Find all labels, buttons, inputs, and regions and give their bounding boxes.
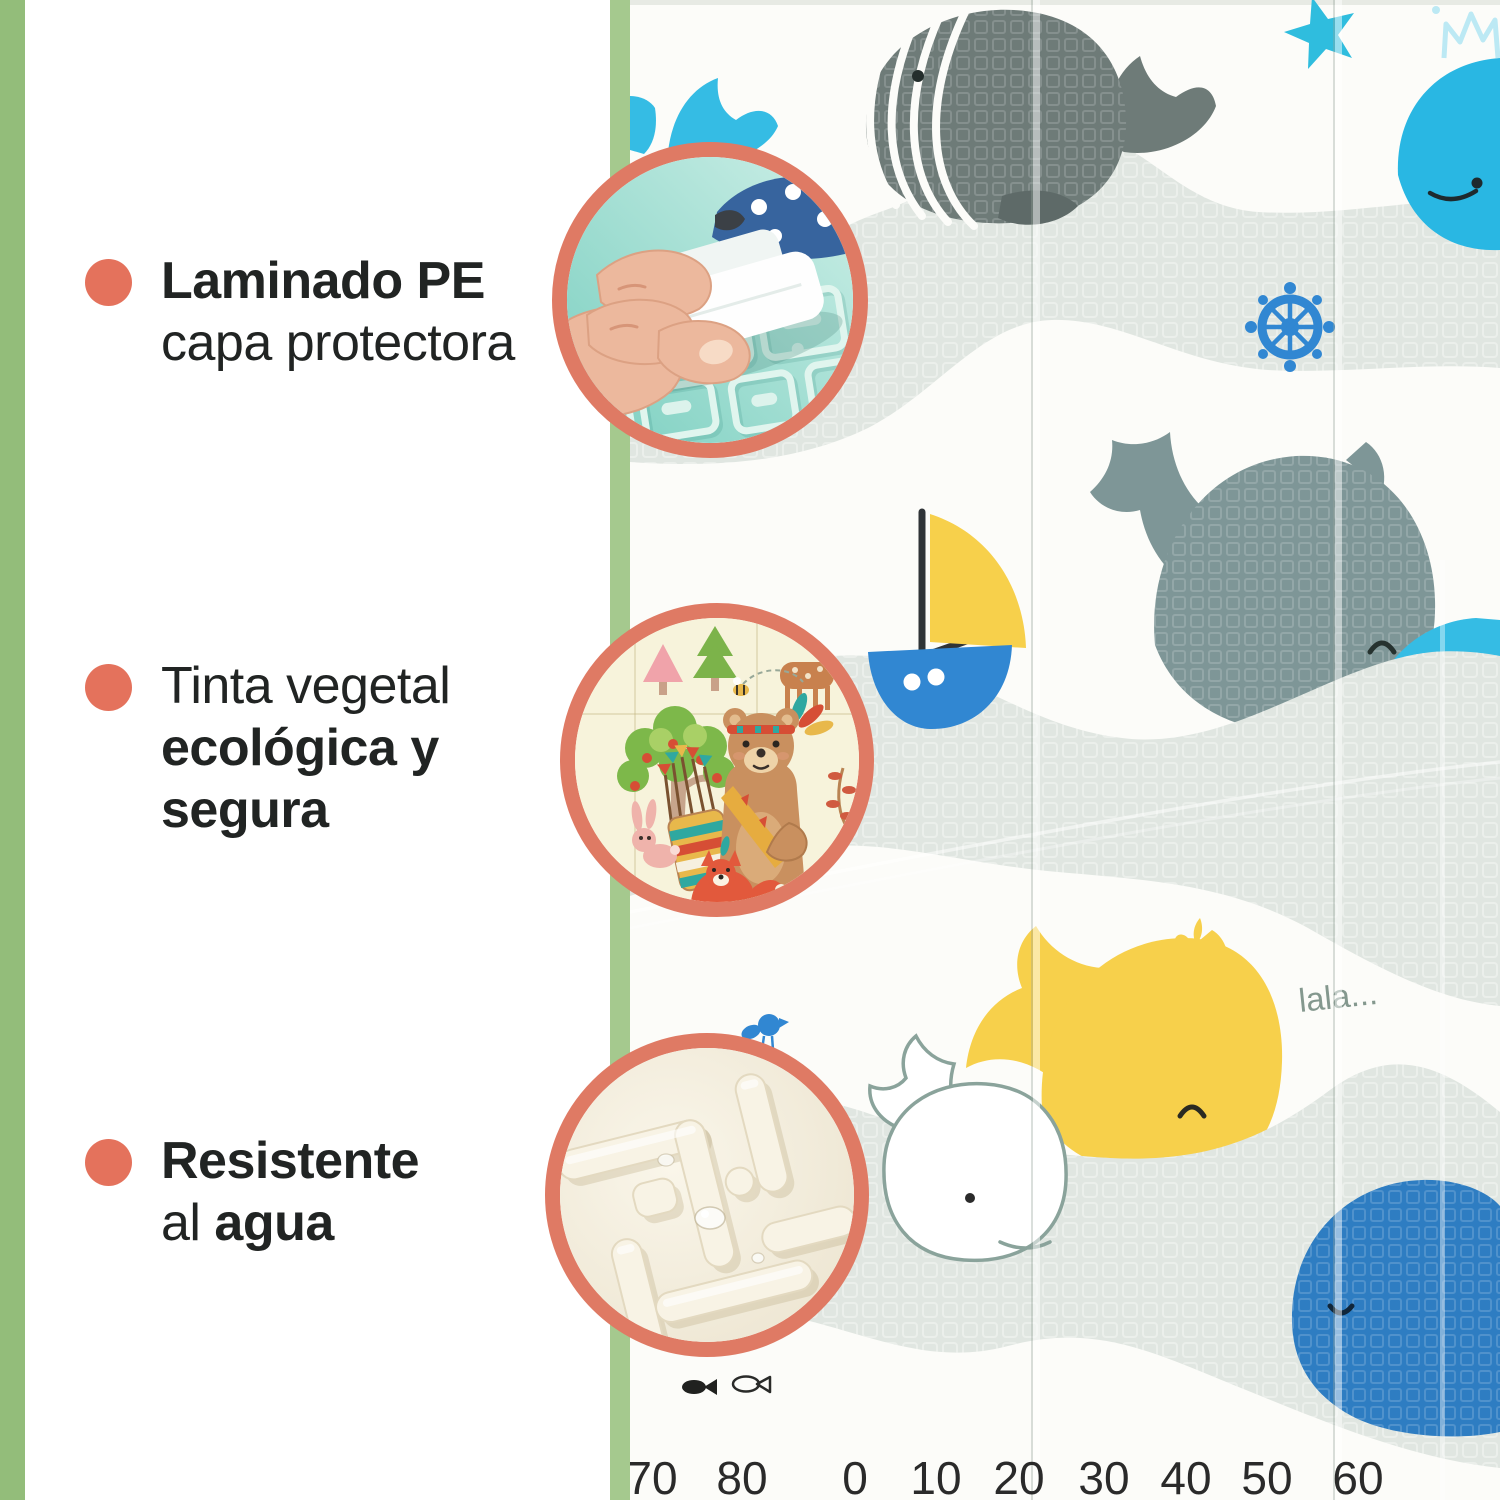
- feature-text: Resistente al agua: [161, 1132, 420, 1252]
- red-leaf-branch: [826, 767, 856, 825]
- ruler-number: 70: [630, 1452, 678, 1500]
- blue-whale: [1291, 1179, 1500, 1437]
- callout-resistente-agua: [545, 1033, 869, 1357]
- pine-tree: [693, 626, 737, 691]
- waterproof-texture-photo: [560, 1048, 854, 1342]
- sail: [930, 514, 1026, 648]
- thumbnail: [699, 339, 733, 365]
- whale-mouth: [1427, 188, 1479, 202]
- whale-eye: [1471, 177, 1483, 189]
- mat-fold-seams: [1031, 0, 1445, 1500]
- ruler-scale: 70 80 0 10 20 30 40 50 60: [626, 1452, 1383, 1500]
- features-panel: Laminado PE capa protectora Tinta vegetal…: [0, 0, 610, 1500]
- blue-whale-tail: [630, 78, 778, 163]
- hull: [868, 645, 1012, 730]
- white-whale: [868, 1033, 1068, 1263]
- fish-pair-icon: [682, 1375, 772, 1395]
- bullet-dot-icon: [85, 259, 132, 306]
- whale-eye: [965, 1193, 975, 1203]
- sailboat: [868, 508, 1026, 730]
- forest-pattern-photo: [575, 618, 859, 902]
- whale-rib-lines: [866, 6, 978, 230]
- ruler-number: 0: [842, 1452, 868, 1500]
- hand: [567, 249, 751, 418]
- feature-resistente-agua: Resistente al agua: [85, 1130, 420, 1254]
- left-green-stripe: [0, 0, 25, 1500]
- bullet-dot-icon: [85, 1139, 132, 1186]
- rabbit: [631, 799, 680, 868]
- laminate-closeup-photo: [567, 157, 853, 443]
- tribal-bear: [717, 692, 834, 902]
- ruler-number: 80: [716, 1452, 767, 1500]
- whale-eye: [1367, 640, 1397, 655]
- whale-eye: [912, 70, 924, 82]
- callout-tinta-vegetal: [560, 603, 874, 917]
- crowned-whale: [1397, 6, 1500, 251]
- ship-wheel-icon: [1245, 282, 1335, 372]
- feature-text: Tinta vegetal ecológica y segura: [161, 657, 451, 839]
- fox: [691, 836, 787, 902]
- feature-laminado-pe: Laminado PE capa protectora: [85, 250, 515, 374]
- feature-text: Laminado PE capa protectora: [161, 252, 515, 372]
- ruler-number: 50: [1241, 1452, 1292, 1500]
- ruler-number: 20: [993, 1452, 1044, 1500]
- whale-eye: [1177, 1104, 1207, 1119]
- water-droplets: [657, 1153, 765, 1264]
- ruler-number: 60: [1332, 1452, 1383, 1500]
- ruler-number: 10: [910, 1452, 961, 1500]
- slate-whale: [1090, 432, 1454, 733]
- whale-fin: [998, 1240, 1052, 1250]
- pink-tree: [643, 644, 683, 695]
- crown-icon: [1441, 11, 1500, 59]
- mat-top-edge: [630, 0, 1500, 5]
- callout-laminado-pe: [552, 142, 868, 458]
- wave-band-top: [630, 132, 1500, 465]
- ruler-number: 40: [1160, 1452, 1211, 1500]
- embossed-bars: [560, 1073, 854, 1342]
- gray-whale: [865, 6, 1216, 230]
- bullet-dot-icon: [85, 664, 132, 711]
- ruler-number: 30: [1078, 1452, 1129, 1500]
- bee: [733, 669, 804, 696]
- feature-tinta-vegetal: Tinta vegetal ecológica y segura: [85, 655, 451, 841]
